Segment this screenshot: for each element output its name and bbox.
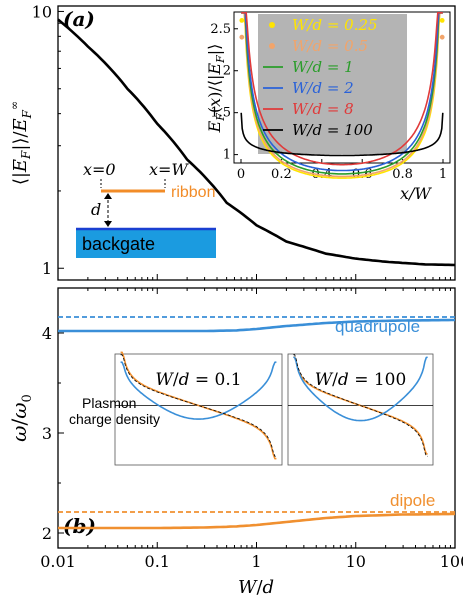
backgate-label: backgate — [82, 234, 155, 254]
series-line — [57, 18, 456, 267]
gap-arrow-head — [104, 193, 112, 199]
legend-label: W/d = 1 — [292, 58, 354, 76]
inset-marker — [439, 34, 445, 40]
inset-series-line — [241, 12, 443, 179]
inset-marker — [239, 34, 245, 40]
x-axis-label: W/d — [238, 577, 274, 598]
inset-y-tick-label: 1.5 — [210, 106, 231, 121]
series-label-dipole: dipole — [390, 491, 435, 510]
quadrupole-density-line — [293, 356, 428, 422]
y-axis-label: ω/ω0 — [7, 394, 35, 442]
backgate — [76, 228, 216, 258]
inset-title: W/d = 100 — [315, 370, 407, 390]
ribbon-label: ribbon — [171, 184, 215, 201]
legend-label: W/d = 100 — [292, 121, 373, 139]
gap-arrow-head — [104, 221, 112, 227]
y-axis-label: ⟨|EF|⟩/EF∞ — [8, 101, 34, 185]
inset-marker — [239, 17, 245, 23]
inset-bg — [115, 354, 433, 465]
panel-b: 0.01 0.1 1 10 100 2 3 4 (b) ω/ω0 W/d quadrupole dipo… — [7, 287, 463, 598]
series-line — [58, 512, 455, 530]
inset-series-line — [241, 12, 443, 166]
x-tick-label: 0.01 — [40, 552, 76, 571]
inset-x-tick-label: 0 — [237, 167, 245, 182]
y-tick-label: 1 — [42, 259, 52, 278]
y-tick-label: 3 — [42, 424, 52, 443]
d-label: d — [91, 200, 101, 219]
xW-label: x=W — [149, 160, 189, 179]
inset-series-line — [240, 112, 444, 157]
inset-a: 0 0.2 0.4 0.6 0.8 111.522.5 W/d = 0.25W/d = 0.… — [205, 11, 451, 203]
legend-label: W/d = 2 — [292, 79, 354, 97]
inset-y-tick-label: 2.5 — [210, 22, 231, 37]
dipole-density-line — [120, 351, 277, 460]
series-line — [58, 318, 455, 333]
legend-label: W/d = 8 — [292, 100, 354, 118]
schematic: x=0 x=W ribbon d backgate — [76, 160, 216, 258]
inset-y-label: EF(x)/⟨|EF|⟩ — [205, 44, 227, 134]
y-tick-label: 4 — [42, 324, 52, 343]
x-tick-label: 0.1 — [145, 552, 170, 571]
inset-frame — [114, 353, 283, 466]
series-label-quadrupole: quadrupole — [335, 317, 420, 336]
reference-density-line — [293, 354, 428, 457]
panel-label: (b) — [63, 514, 96, 538]
inset-x-tick-label: 1 — [439, 167, 447, 182]
x0-label: x=0 — [83, 160, 116, 179]
inset-series-line — [241, 12, 443, 178]
y-tick-label: 2 — [42, 524, 52, 543]
x-tick-label: 10 — [346, 552, 366, 571]
inset-y-label-line1: Plasmon — [82, 395, 136, 411]
inset-y-label-line2: charge density — [69, 411, 160, 427]
legend-label: W/d = 0.25 — [292, 16, 378, 34]
inset-title: W/d = 0.1 — [155, 370, 241, 390]
inset-marker — [439, 17, 445, 23]
y-tick-label: 10 — [32, 2, 52, 21]
legend-label: W/d = 0.5 — [292, 37, 368, 55]
inset-series-line — [241, 12, 443, 172]
inset-y-tick-label: 1 — [223, 148, 231, 163]
quadrupole-density-line — [120, 361, 277, 420]
inset-y-tick-label: 2 — [223, 64, 231, 79]
inset-x-tick-label: 0.8 — [392, 167, 413, 182]
legend-marker — [269, 22, 275, 28]
x-tick-label: 100 — [440, 552, 463, 571]
legend-marker — [269, 43, 275, 49]
inset-frame — [287, 353, 434, 466]
x-tick-label: 1 — [251, 552, 261, 571]
inset-x-tick-label: 0.2 — [271, 167, 292, 182]
inset-x-label: x/W — [400, 184, 432, 203]
